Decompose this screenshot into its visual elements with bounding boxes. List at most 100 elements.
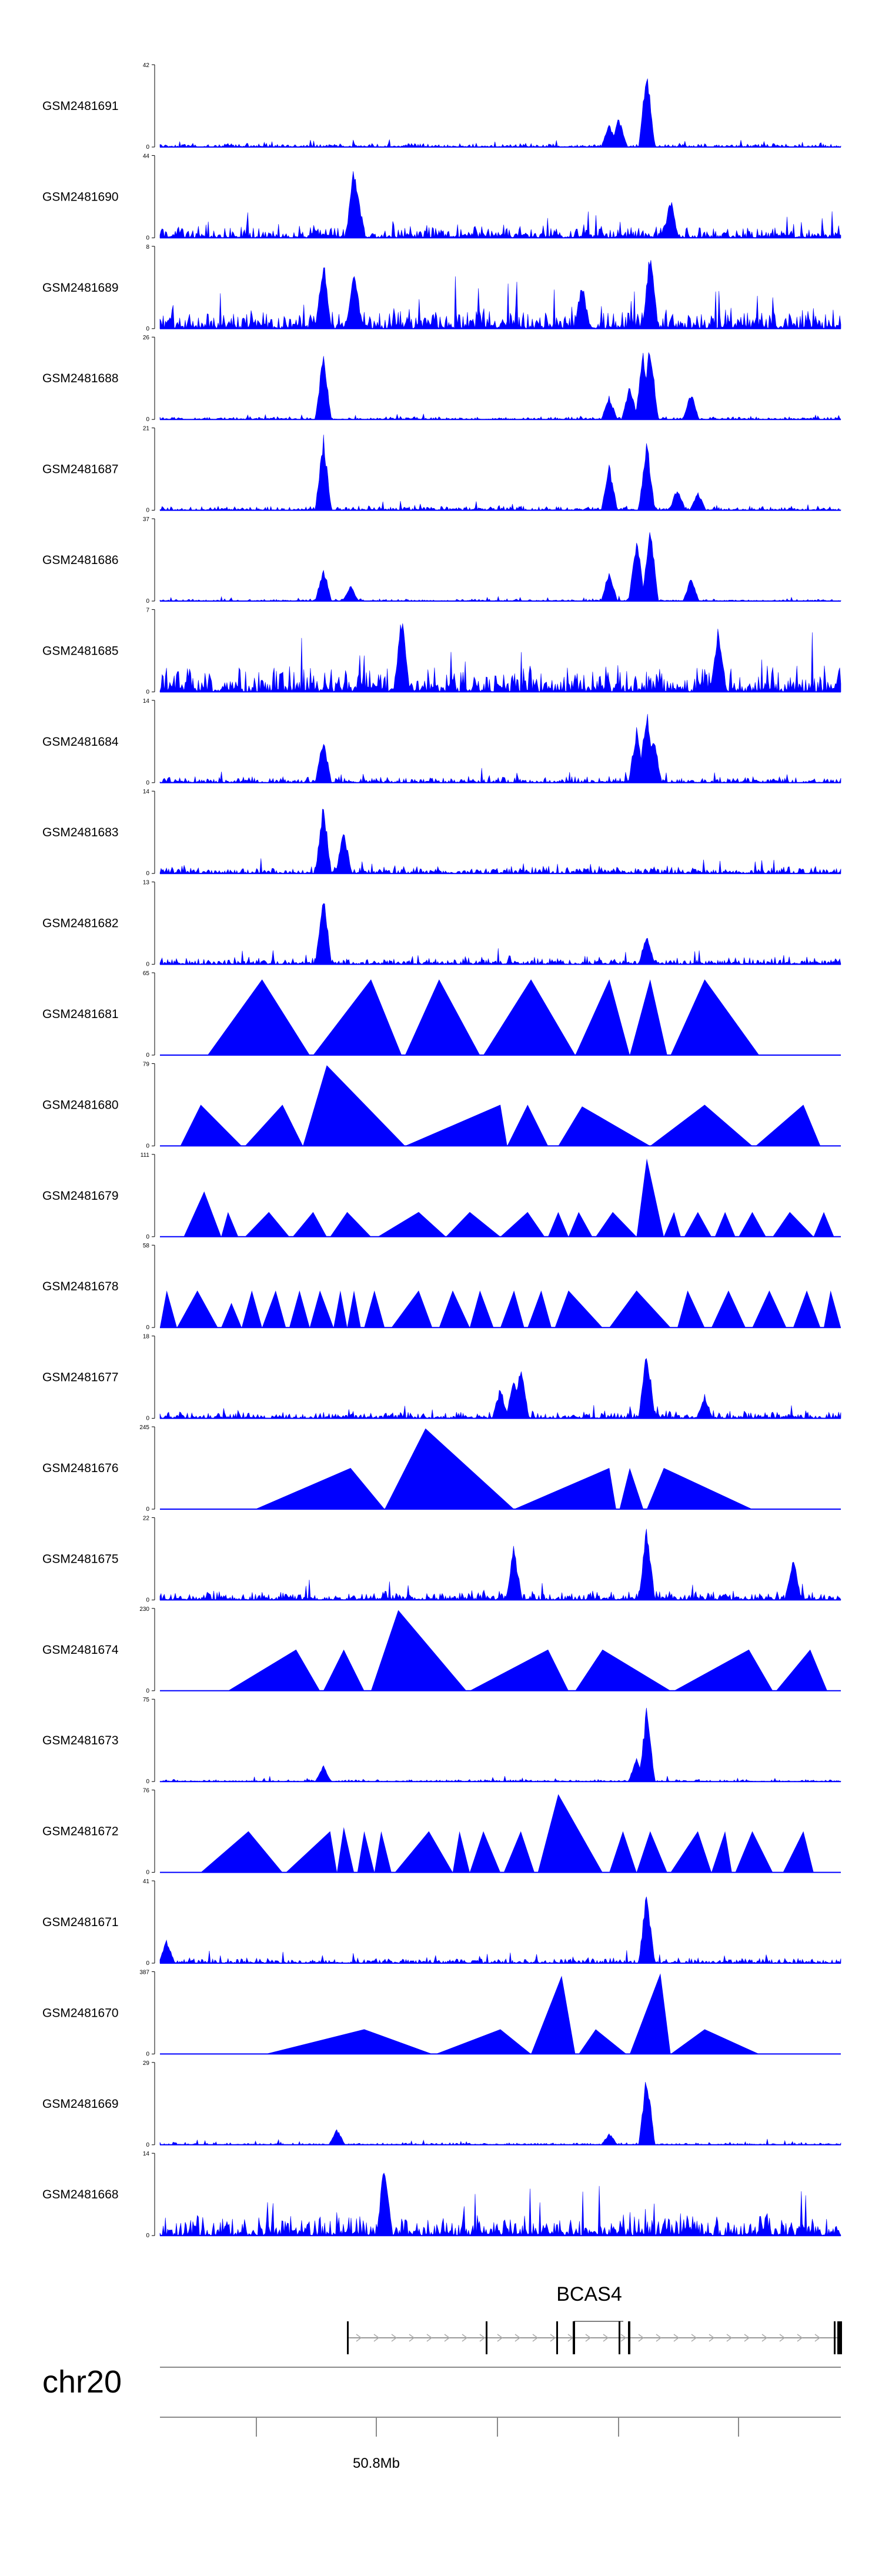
coverage-block	[370, 1610, 467, 1691]
genome-axis-track: chr20 50.8Mb	[42, 2364, 841, 2471]
strand-arrow	[391, 2334, 397, 2342]
ruler-tick-label: 50.8Mb	[353, 2455, 400, 2471]
coverage-block	[483, 979, 576, 1055]
y-tick-label-max: 13	[143, 880, 150, 886]
coverage-block	[527, 1290, 552, 1328]
track-GSM2481669: GSM2481669 29 0	[42, 2060, 841, 2148]
track-GSM2481676: GSM2481676 245 0	[42, 1424, 841, 1513]
track-label: GSM2481677	[42, 1371, 119, 1384]
strand-arrow	[603, 2334, 609, 2342]
strand-arrow	[409, 2334, 415, 2342]
coverage-block	[596, 1212, 637, 1237]
coverage-block	[507, 1105, 549, 1146]
coverage-area	[159, 171, 841, 239]
coverage-block	[176, 1290, 218, 1328]
track-GSM2481677: GSM2481677 18 0	[42, 1334, 841, 1422]
track-label: GSM2481668	[42, 2188, 119, 2201]
y-tick-label-min: 0	[146, 780, 149, 786]
strand-arrow	[779, 2334, 786, 2342]
coverage-area	[159, 903, 841, 965]
coverage-block	[309, 1290, 334, 1328]
strand-arrow	[709, 2334, 715, 2342]
coverage-block	[160, 1290, 177, 1328]
coverage-area	[159, 435, 841, 511]
track-GSM2481679: GSM2481679 111 0	[42, 1152, 841, 1240]
strand-arrow	[638, 2334, 644, 2342]
coverage-block	[201, 1831, 283, 1873]
y-tick-label-max: 22	[143, 1515, 150, 1521]
coverage-block	[575, 1649, 671, 1691]
gene-structure	[347, 2321, 842, 2354]
coverage-block	[245, 1212, 290, 1237]
coverage-block	[435, 2029, 532, 2054]
y-tick-label-min: 0	[146, 1870, 149, 1876]
coverage-block	[364, 1290, 385, 1328]
y-tick-label-max: 18	[143, 1334, 150, 1340]
coverage-block	[773, 1212, 814, 1237]
y-tick-label-max: 111	[141, 1152, 150, 1159]
track-GSM2481682: GSM2481682 13 0	[42, 880, 841, 968]
y-tick-label-min: 0	[146, 689, 149, 695]
coverage-block	[670, 1831, 711, 1873]
exon-block	[834, 2321, 836, 2354]
coverage-area	[159, 532, 841, 602]
track-GSM2481671: GSM2481671 41 0	[42, 1878, 841, 1967]
coverage-block	[568, 1212, 593, 1237]
coverage-block	[289, 1290, 310, 1328]
coverage-block	[208, 979, 310, 1055]
coverage-block	[385, 1428, 514, 1509]
coverage-block	[670, 2029, 760, 2054]
coverage-block	[670, 979, 760, 1055]
y-tick-label-max: 76	[143, 1788, 150, 1794]
track-label: GSM2481680	[42, 1098, 119, 1112]
data-tracks: GSM2481691420GSM2481690440GSM248168980GS…	[42, 62, 841, 2239]
exon-block	[628, 2321, 630, 2354]
strand-arrow	[620, 2334, 627, 2342]
coverage-area	[159, 78, 841, 148]
exon-block	[556, 2321, 558, 2354]
coverage-block	[183, 1191, 222, 1237]
chromosome-label: chr20	[42, 2364, 122, 2400]
y-tick-label-max: 14	[143, 2151, 150, 2157]
y-tick-label-min: 0	[146, 1052, 149, 1059]
coverage-block	[221, 1303, 242, 1328]
track-label: GSM2481688	[42, 372, 119, 385]
coverage-block	[630, 1973, 671, 2054]
coverage-area	[159, 1358, 841, 1419]
coverage-area	[159, 623, 841, 693]
coverage-block	[575, 979, 630, 1055]
coverage-block	[503, 1831, 534, 1873]
coverage-block	[303, 1065, 405, 1146]
strand-arrow	[726, 2334, 733, 2342]
y-tick-label-max: 79	[143, 1061, 150, 1067]
exon-block	[347, 2321, 349, 2354]
y-tick-label-min: 0	[146, 962, 149, 968]
coverage-block	[446, 1212, 500, 1237]
track-GSM2481675: GSM2481675 22 0	[42, 1515, 841, 1603]
exon-block	[837, 2321, 842, 2354]
coverage-block	[609, 1290, 671, 1328]
coverage-block	[469, 1649, 569, 1691]
coverage-block	[255, 1468, 385, 1509]
y-tick-label-min: 0	[146, 2233, 149, 2239]
coverage-block	[776, 1649, 827, 1691]
y-tick-label-min: 0	[146, 416, 149, 423]
strand-arrow	[373, 2334, 380, 2342]
coverage-block	[439, 1290, 470, 1328]
y-tick-label-min: 0	[146, 144, 149, 151]
coverage-block	[650, 1105, 753, 1146]
y-tick-label-max: 387	[139, 1969, 149, 1976]
track-label: GSM2481671	[42, 1916, 119, 1929]
coverage-block	[739, 1212, 766, 1237]
y-tick-label-min: 0	[146, 1324, 149, 1331]
y-tick-label-min: 0	[146, 1778, 149, 1785]
coverage-block	[824, 1290, 841, 1328]
track-label: GSM2481685	[42, 644, 119, 658]
y-tick-label-max: 42	[143, 62, 150, 69]
track-label: GSM2481679	[42, 1189, 119, 1203]
coverage-block	[636, 1158, 664, 1237]
coverage-block	[548, 1212, 569, 1237]
track-label: GSM2481674	[42, 1643, 119, 1657]
